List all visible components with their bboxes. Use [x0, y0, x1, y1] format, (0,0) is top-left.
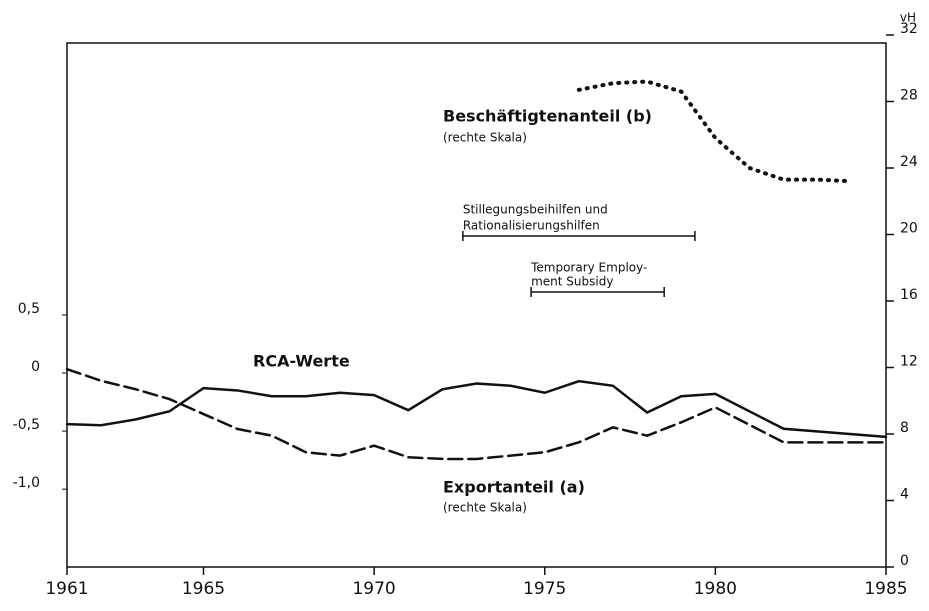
series-label: Exportanteil (a) — [443, 478, 585, 497]
series-line — [65, 379, 888, 439]
y-tick-label: -1,0 — [13, 475, 40, 491]
y2-tick-label: 0 — [900, 553, 909, 569]
y2-axis-label: vH — [900, 11, 916, 25]
y2-tick-label: 8 — [900, 420, 909, 436]
y-tick-label: 0,5 — [18, 301, 40, 317]
annotation: Rationalisierungshilfen — [463, 219, 600, 233]
series-note: (rechte Skala) — [443, 501, 527, 515]
y2-tick-label: 20 — [900, 221, 918, 237]
x-tick-label: 1985 — [864, 579, 907, 599]
y2-tick-label: 4 — [900, 487, 909, 503]
series-line — [65, 367, 888, 461]
series-note: (rechte Skala) — [443, 131, 527, 145]
annotation: Temporary Employ- — [530, 261, 647, 275]
y2-tick-label: 24 — [900, 154, 918, 170]
y2-tick-label: 28 — [900, 88, 918, 104]
series-line — [576, 79, 854, 184]
y-tick-label: 0 — [31, 359, 40, 375]
x-tick-label: 1980 — [694, 579, 737, 599]
x-tick-label: 1965 — [182, 579, 225, 599]
y-tick-label: -0,5 — [13, 417, 40, 433]
series-label: Beschäftigtenanteil (b) — [443, 107, 652, 126]
annotation: ment Subsidy — [531, 275, 613, 289]
x-tick-label: 1975 — [523, 579, 566, 599]
plot-frame — [66, 42, 887, 568]
y2-tick-label: 12 — [900, 354, 918, 370]
annotation: Stillegungsbeihilfen und — [463, 203, 608, 217]
y2-tick-label: 32 — [900, 21, 918, 37]
x-tick-label: 1961 — [45, 579, 88, 599]
x-tick-label: 1970 — [352, 579, 395, 599]
series-label: RCA-Werte — [253, 352, 350, 371]
y2-tick-label: 16 — [900, 287, 918, 303]
